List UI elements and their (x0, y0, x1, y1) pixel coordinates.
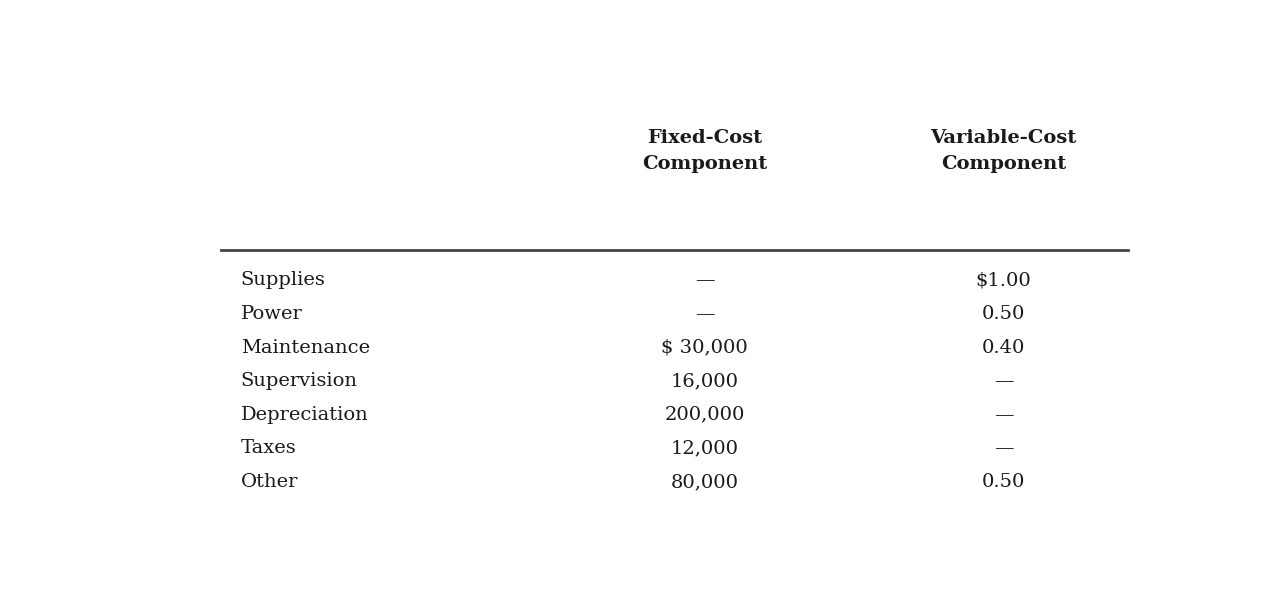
Text: Fixed-Cost
Component: Fixed-Cost Component (642, 128, 767, 173)
Text: —: — (994, 372, 1013, 390)
Text: $1.00: $1.00 (976, 271, 1032, 290)
Text: Variable-Cost
Component: Variable-Cost Component (931, 128, 1077, 173)
Text: 0.50: 0.50 (982, 473, 1026, 491)
Text: —: — (994, 439, 1013, 458)
Text: Depreciation: Depreciation (241, 406, 368, 424)
Text: 200,000: 200,000 (664, 406, 745, 424)
Text: 0.50: 0.50 (982, 305, 1026, 323)
Text: —: — (695, 271, 714, 290)
Text: Power: Power (241, 305, 302, 323)
Text: Maintenance: Maintenance (241, 339, 369, 356)
Text: 0.40: 0.40 (982, 339, 1026, 356)
Text: 12,000: 12,000 (671, 439, 739, 458)
Text: $ 30,000: $ 30,000 (662, 339, 748, 356)
Text: Other: Other (241, 473, 299, 491)
Text: Supplies: Supplies (241, 271, 326, 290)
Text: —: — (695, 305, 714, 323)
Text: 80,000: 80,000 (671, 473, 739, 491)
Text: —: — (994, 406, 1013, 424)
Text: Supervision: Supervision (241, 372, 358, 390)
Text: 16,000: 16,000 (671, 372, 739, 390)
Text: Taxes: Taxes (241, 439, 296, 458)
